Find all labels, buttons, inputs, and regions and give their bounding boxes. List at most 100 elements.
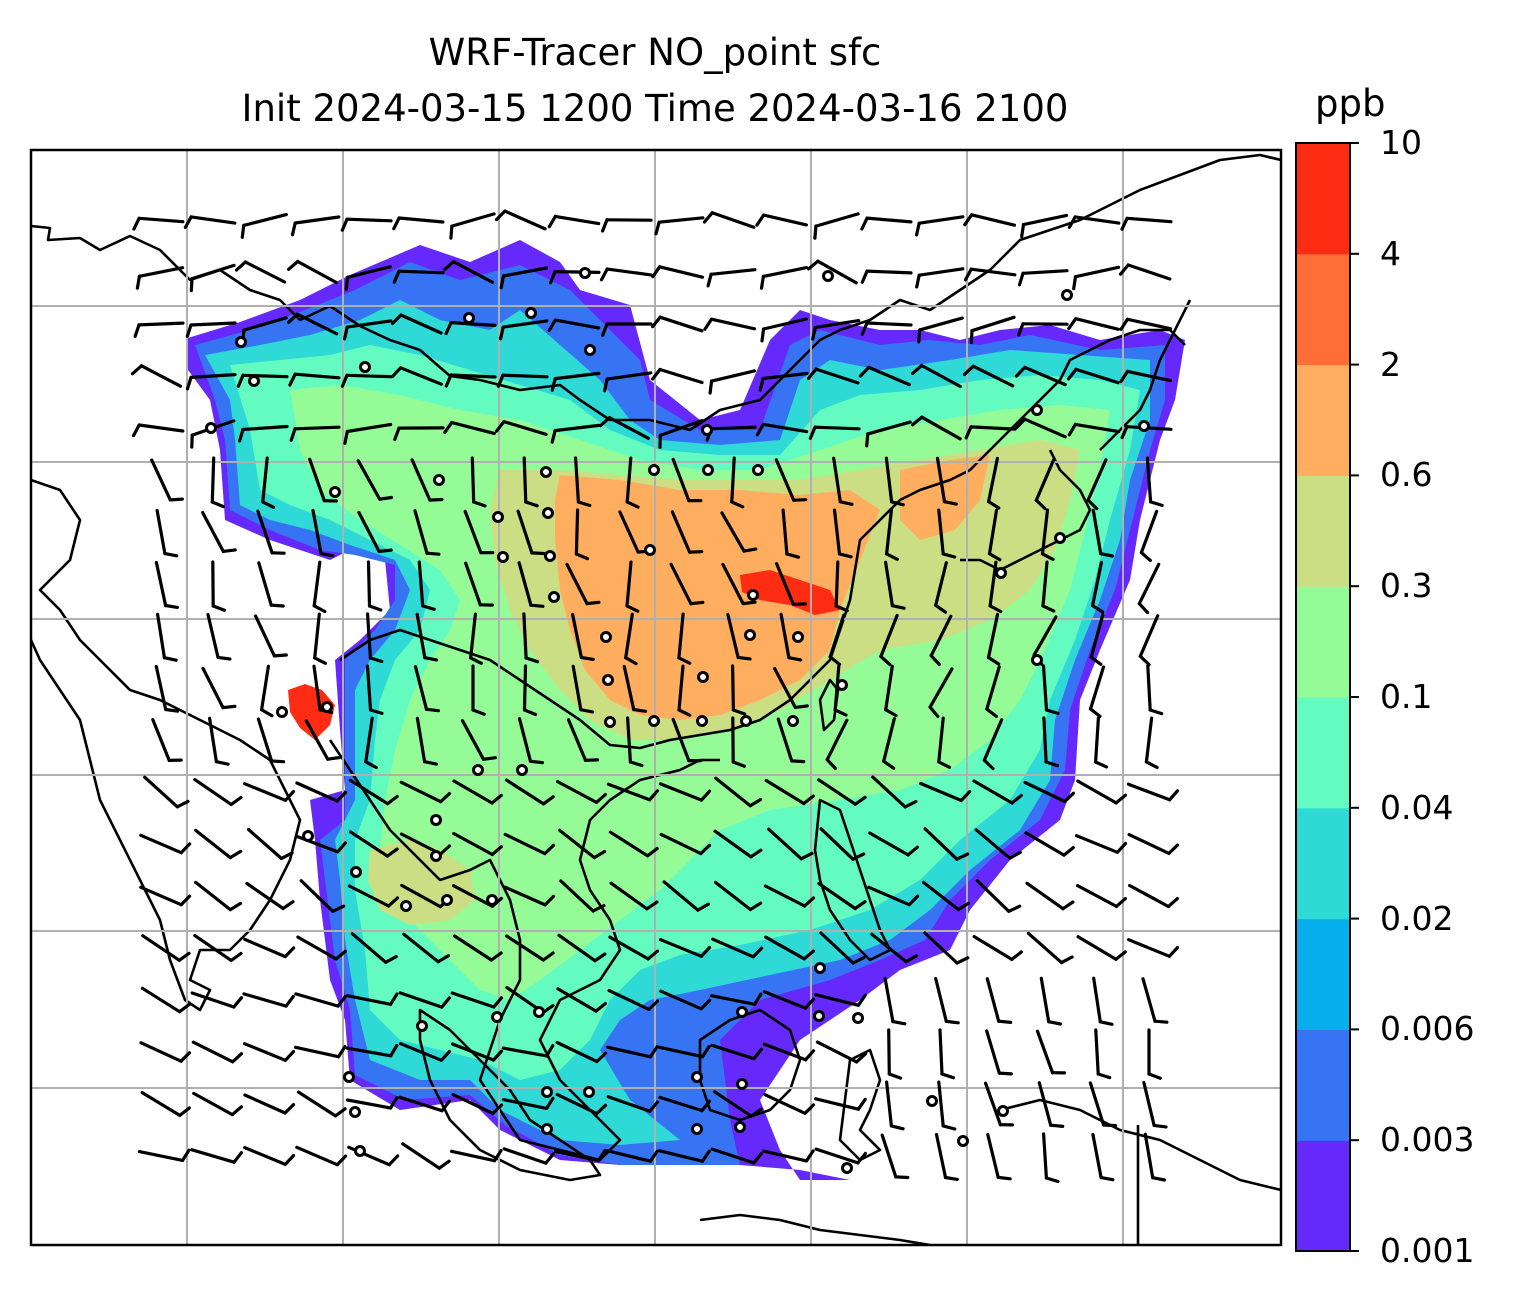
wind-barbs	[130, 209, 1180, 1184]
wind-barb	[937, 1080, 957, 1131]
wind-barb	[130, 364, 183, 388]
wind-barb	[779, 612, 803, 662]
wind-barb	[1041, 1132, 1060, 1184]
wind-barb	[345, 1043, 399, 1058]
wind-barb	[299, 879, 346, 913]
wind-barb	[357, 510, 393, 554]
wind-barb	[522, 456, 539, 508]
wind-barb	[910, 415, 962, 441]
wind-barb	[1075, 883, 1128, 909]
wind-barb	[254, 614, 288, 658]
wind-barb	[502, 1147, 556, 1165]
wind-barb	[557, 933, 607, 963]
wind-barb	[503, 885, 556, 907]
calm-circle	[736, 1078, 748, 1090]
wind-barb	[410, 458, 444, 502]
calm-circle	[691, 1123, 703, 1135]
wind-barb	[154, 664, 180, 713]
wind-barb	[1025, 881, 1075, 911]
wind-barb	[915, 267, 965, 289]
wind-barb	[185, 321, 237, 338]
calm-circle	[691, 1071, 703, 1083]
calm-circle	[248, 375, 260, 387]
wind-barb	[1072, 265, 1121, 291]
wind-barb	[883, 560, 906, 610]
wind-barb	[449, 212, 496, 240]
wind-barb	[452, 831, 503, 857]
calm-circle	[321, 701, 333, 713]
wind-barb	[1127, 832, 1180, 856]
wind-barb	[1142, 1080, 1168, 1129]
wind-barb	[517, 717, 545, 765]
wind-barb	[825, 718, 849, 771]
wind-barb	[261, 456, 276, 509]
calm-circle	[644, 544, 656, 556]
wind-barb	[451, 1092, 504, 1116]
wind-barb	[937, 508, 957, 559]
wind-barb	[139, 1041, 192, 1063]
wind-barb	[1086, 458, 1108, 511]
wind-barb	[598, 416, 651, 440]
wind-barb	[605, 1149, 659, 1163]
wind-barb	[658, 1095, 712, 1113]
wind-barb	[238, 424, 289, 443]
wind-barb	[288, 372, 341, 387]
calm-circle	[430, 850, 442, 862]
wind-barb	[343, 319, 393, 341]
wind-barb	[496, 373, 549, 388]
wind-barb	[651, 265, 705, 279]
wind-barb	[547, 214, 601, 229]
wind-barb	[243, 1042, 296, 1062]
wind-barb	[313, 612, 327, 665]
wind-barb	[671, 717, 703, 763]
wind-barb	[1067, 317, 1120, 331]
wind-barb	[211, 560, 226, 612]
wind-barb	[983, 1081, 1015, 1127]
wind-barb	[964, 425, 1017, 440]
wind-barb	[923, 931, 970, 965]
wind-barb	[1088, 1081, 1118, 1128]
wind-barb	[294, 992, 347, 1008]
wind-barb	[517, 561, 545, 608]
wind-barb	[189, 263, 236, 293]
calm-circle	[814, 962, 826, 974]
wind-barb	[910, 363, 962, 389]
wind-barb	[444, 373, 497, 388]
wind-barb	[256, 717, 286, 764]
wind-barb	[662, 880, 711, 912]
wind-barb	[867, 885, 920, 907]
calm-circle	[1054, 532, 1066, 544]
calm-circle	[472, 764, 484, 776]
calm-circle	[430, 814, 442, 826]
wind-barb	[499, 266, 549, 290]
wind-barb	[986, 612, 1001, 666]
wind-barb	[730, 456, 745, 509]
wind-barb	[601, 322, 653, 337]
calm-circle	[463, 312, 475, 324]
calm-circle	[548, 591, 560, 603]
wind-barb	[574, 508, 590, 561]
wind-barb	[194, 828, 243, 860]
wind-barb	[928, 667, 954, 719]
wind-barb	[865, 420, 912, 448]
wind-barb	[296, 935, 347, 961]
wind-barb	[1024, 831, 1075, 857]
wind-barb	[1119, 369, 1173, 384]
wind-barb	[982, 718, 1004, 771]
wind-barb	[758, 371, 809, 392]
wind-barb	[464, 561, 494, 607]
wind-barb	[659, 832, 712, 856]
wind-barb	[345, 992, 399, 1006]
wind-barb	[1138, 614, 1160, 667]
wind-barb	[934, 976, 960, 1025]
wind-barb	[975, 879, 1022, 913]
wind-barb	[503, 832, 556, 856]
wind-barb	[813, 993, 867, 1007]
calm-circle	[584, 344, 596, 356]
wind-barb	[762, 1042, 816, 1062]
wind-barb	[399, 1042, 452, 1062]
colorbar-tick-label: 2	[1380, 344, 1401, 384]
calm-circle	[787, 715, 799, 727]
colorbar-tick-label: 0.003	[1380, 1120, 1475, 1160]
calm-circle	[1138, 420, 1150, 432]
